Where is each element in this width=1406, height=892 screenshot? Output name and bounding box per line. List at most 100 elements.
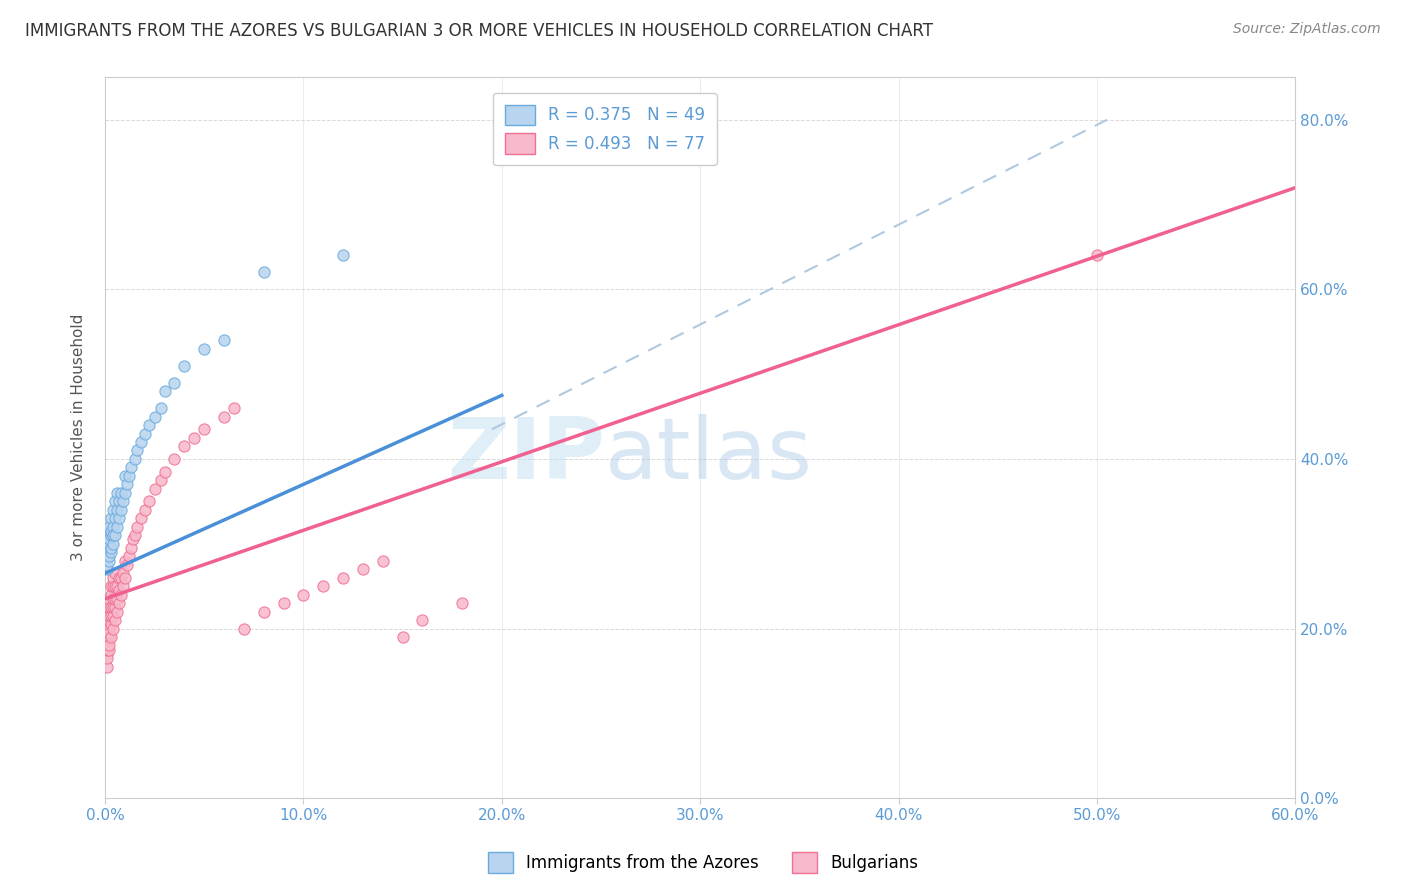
Point: [97, 642, 120, 657]
Point: [105, 486, 128, 500]
Point: [371, 554, 394, 568]
Point: [97, 622, 120, 636]
Point: [105, 605, 128, 619]
Point: [96, 558, 118, 572]
Point: [96, 562, 118, 576]
Point: [96, 528, 118, 542]
Point: [163, 452, 186, 467]
Point: [101, 520, 124, 534]
Point: [105, 579, 128, 593]
Point: [104, 566, 127, 581]
Point: [96, 634, 118, 648]
Point: [312, 579, 335, 593]
Point: [125, 520, 148, 534]
Point: [96, 541, 118, 555]
Point: [100, 528, 122, 542]
Text: IMMIGRANTS FROM THE AZORES VS BULGARIAN 3 OR MORE VEHICLES IN HOUSEHOLD CORRELAT: IMMIGRANTS FROM THE AZORES VS BULGARIAN …: [25, 22, 934, 40]
Point: [100, 608, 122, 623]
Point: [97, 549, 120, 564]
Point: [97, 591, 120, 606]
Point: [1085, 248, 1108, 262]
Point: [100, 541, 122, 555]
Point: [104, 511, 127, 525]
Point: [114, 469, 136, 483]
Point: [124, 452, 146, 467]
Point: [97, 608, 120, 623]
Point: [101, 591, 124, 606]
Point: [183, 431, 205, 445]
Point: [104, 613, 127, 627]
Point: [110, 588, 132, 602]
Legend: R = 0.375   N = 49, R = 0.493   N = 77: R = 0.375 N = 49, R = 0.493 N = 77: [494, 93, 717, 165]
Point: [100, 579, 122, 593]
Point: [97, 630, 120, 644]
Point: [121, 533, 143, 547]
Point: [391, 630, 413, 644]
Point: [100, 545, 122, 559]
Point: [97, 625, 120, 640]
Point: [411, 613, 433, 627]
Point: [153, 384, 176, 398]
Point: [125, 443, 148, 458]
Point: [108, 494, 131, 508]
Point: [100, 524, 122, 538]
Point: [108, 596, 131, 610]
Point: [332, 571, 354, 585]
Point: [111, 566, 134, 581]
Point: [232, 622, 254, 636]
Point: [97, 639, 120, 653]
Point: [115, 558, 138, 572]
Text: atlas: atlas: [605, 414, 813, 497]
Point: [100, 600, 122, 615]
Point: [96, 651, 118, 665]
Point: [451, 596, 474, 610]
Point: [222, 401, 245, 415]
Point: [97, 600, 120, 615]
Point: [111, 494, 134, 508]
Point: [253, 605, 276, 619]
Point: [118, 469, 141, 483]
Point: [105, 503, 128, 517]
Point: [114, 571, 136, 585]
Point: [97, 554, 120, 568]
Point: [193, 342, 215, 356]
Point: [153, 465, 176, 479]
Point: [352, 562, 374, 576]
Point: [134, 503, 156, 517]
Point: [96, 630, 118, 644]
Point: [114, 486, 136, 500]
Point: [149, 401, 172, 415]
Point: [129, 435, 152, 450]
Point: [101, 579, 124, 593]
Point: [163, 376, 186, 390]
Point: [110, 486, 132, 500]
Point: [101, 571, 124, 585]
Y-axis label: 3 or more Vehicles in Household: 3 or more Vehicles in Household: [72, 314, 86, 561]
Point: [110, 571, 132, 585]
Point: [96, 545, 118, 559]
Point: [97, 533, 120, 547]
Point: [100, 511, 122, 525]
Point: [97, 520, 120, 534]
Point: [115, 477, 138, 491]
Point: [96, 622, 118, 636]
Point: [149, 473, 172, 487]
Point: [96, 659, 118, 673]
Point: [111, 579, 134, 593]
Point: [108, 511, 131, 525]
Point: [100, 630, 122, 644]
Point: [138, 494, 160, 508]
Point: [173, 439, 195, 453]
Point: [110, 503, 132, 517]
Point: [96, 613, 118, 627]
Point: [120, 541, 142, 555]
Point: [120, 460, 142, 475]
Point: [212, 333, 235, 347]
Point: [108, 571, 131, 585]
Legend: Immigrants from the Azores, Bulgarians: Immigrants from the Azores, Bulgarians: [481, 846, 925, 880]
Point: [124, 528, 146, 542]
Point: [104, 579, 127, 593]
Text: Source: ZipAtlas.com: Source: ZipAtlas.com: [1233, 22, 1381, 37]
Point: [101, 600, 124, 615]
Point: [104, 528, 127, 542]
